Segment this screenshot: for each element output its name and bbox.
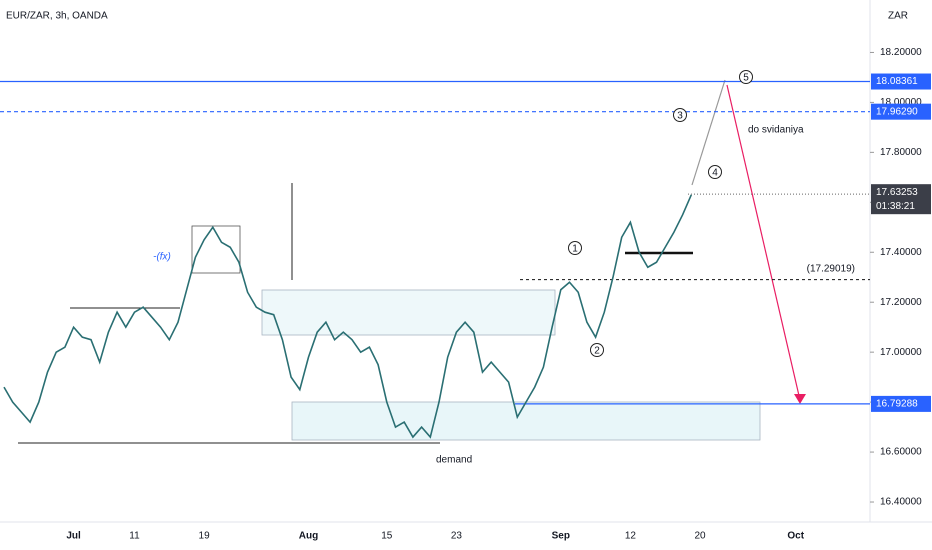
y-axis-label: ZAR [888, 11, 908, 22]
price-tag-label: 17.96290 [876, 106, 918, 117]
x-tick-label: 11 [129, 531, 140, 542]
wave-circle [739, 70, 753, 84]
x-tick-label: 15 [381, 531, 393, 542]
price-tag-label: 16.79288 [876, 399, 918, 410]
annotation: demand [436, 455, 472, 466]
fx-box [191, 225, 241, 274]
x-tick-label: Aug [299, 531, 318, 542]
wave-label: 2 [594, 346, 600, 357]
countdown-label: 01:38:21 [876, 201, 915, 212]
annotation: -(fx) [153, 252, 171, 263]
supply-zone [261, 289, 556, 336]
projection-down [726, 84, 801, 401]
price-tag-label: 18.08361 [876, 76, 918, 87]
y-tick-label: 18.20000 [880, 47, 922, 58]
arrow-head [794, 394, 806, 404]
wave-label: 5 [743, 73, 749, 84]
x-tick-label: Sep [552, 531, 570, 542]
wave-circle [590, 343, 604, 357]
y-tick-label: 17.80000 [880, 147, 922, 158]
annotation: do svidaniya [748, 125, 804, 136]
wave-circle [673, 108, 687, 122]
y-tick-label: 17.00000 [880, 347, 922, 358]
demand-zone [291, 401, 761, 441]
chart-title: EUR/ZAR, 3h, OANDA [6, 11, 108, 22]
x-tick-label: 23 [451, 531, 463, 542]
y-tick-label: 16.60000 [880, 447, 922, 458]
marked-level-label: (17.29019) [807, 263, 855, 274]
wave-label: 4 [712, 168, 718, 179]
price-tag [871, 103, 931, 120]
last-price-label: 17.63253 [876, 187, 918, 198]
last-price-tag [871, 184, 931, 215]
y-tick-label: 17.20000 [880, 297, 922, 308]
price-tag [871, 395, 931, 412]
price-line [3, 194, 693, 439]
projection-up [691, 79, 726, 186]
y-tick-label: 16.40000 [880, 497, 922, 508]
x-tick-label: 19 [199, 531, 211, 542]
wave-label: 3 [677, 111, 683, 122]
y-tick-label: 18.00000 [880, 97, 922, 108]
wave-circle [568, 241, 582, 255]
x-tick-label: 12 [625, 531, 637, 542]
wave-label: 1 [572, 244, 578, 255]
wave-circle [708, 165, 722, 179]
x-tick-label: 20 [694, 531, 706, 542]
x-tick-label: Oct [787, 531, 804, 542]
y-tick-label: 17.40000 [880, 247, 922, 258]
x-tick-label: Jul [66, 531, 81, 542]
price-tag [871, 73, 931, 90]
